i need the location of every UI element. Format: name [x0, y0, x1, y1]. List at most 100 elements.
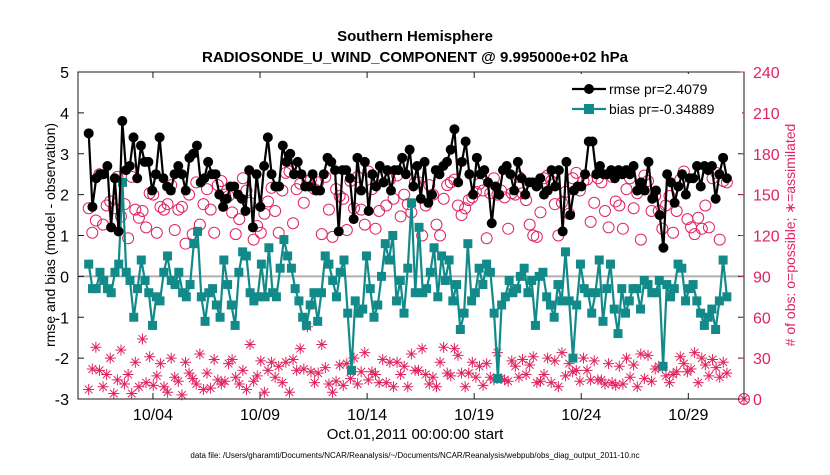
rmse-point	[710, 193, 721, 204]
assimilated-obs-point	[520, 368, 532, 380]
bias-point	[271, 292, 281, 302]
rmse-point	[662, 169, 673, 180]
assimilated-obs-point	[420, 368, 432, 380]
rmse-point	[400, 169, 411, 180]
assimilated-obs-point	[699, 359, 711, 371]
rmse-point	[285, 148, 296, 159]
rmse-point	[154, 132, 165, 143]
bias-point	[185, 280, 195, 290]
bias-point	[148, 320, 158, 330]
rmse-point	[393, 165, 404, 176]
assimilated-obs-point	[484, 371, 496, 383]
bias-point	[226, 300, 236, 310]
bias-point	[583, 288, 593, 298]
rmse-point	[427, 189, 438, 200]
assimilated-obs-point	[448, 343, 460, 355]
rmse-point	[385, 185, 396, 196]
rmse-point	[218, 201, 229, 212]
possible-obs-point	[201, 183, 214, 196]
bias-point	[651, 288, 661, 298]
legend-box	[568, 74, 742, 120]
assimilated-obs-point	[649, 363, 661, 375]
bias-point	[437, 251, 447, 261]
possible-obs-point	[634, 233, 647, 246]
assimilated-obs-point	[714, 371, 726, 383]
bias-point	[564, 296, 574, 306]
bias-point	[395, 275, 405, 285]
possible-obs-point	[154, 200, 167, 213]
rmse-point	[307, 169, 318, 180]
rmse-point	[281, 156, 292, 167]
rmse-point	[490, 181, 501, 192]
assimilated-obs-point	[667, 368, 679, 380]
rmse-point	[650, 185, 661, 196]
possible-obs-point	[269, 204, 282, 217]
rmse-point	[531, 181, 542, 192]
assimilated-obs-point	[456, 367, 468, 379]
bias-point	[463, 239, 473, 249]
bias-point	[234, 267, 244, 277]
assimilated-obs-point	[717, 356, 729, 368]
y-left-tick-label: -1	[55, 310, 69, 327]
bias-point	[230, 320, 240, 330]
possible-obs-point	[713, 233, 726, 246]
y-left-tick-label: 3	[60, 147, 69, 164]
bias-point	[497, 300, 507, 310]
assimilated-obs-point	[373, 377, 385, 389]
bias-point	[658, 361, 668, 371]
rmse-point	[259, 161, 270, 172]
assimilated-obs-point	[319, 362, 331, 374]
bias-point	[290, 284, 300, 294]
bias-point	[677, 263, 687, 273]
possible-obs-point	[287, 217, 300, 230]
bias-point	[136, 255, 146, 265]
rmse-point	[628, 161, 639, 172]
rmse-point	[658, 242, 669, 253]
rmse-point	[594, 161, 605, 172]
assimilated-obs-point	[502, 375, 514, 387]
rmse-point	[318, 169, 329, 180]
assimilated-obs-point	[402, 381, 414, 393]
bias-point	[91, 284, 101, 294]
assimilated-obs-point	[570, 364, 582, 376]
rmse-point	[359, 156, 370, 167]
assimilated-obs-point	[370, 368, 382, 380]
possible-obs-point	[247, 233, 260, 246]
assimilated-obs-point	[244, 339, 256, 350]
assimilated-obs-point	[470, 371, 482, 383]
possible-obs-point	[229, 228, 242, 241]
rmse-point	[550, 181, 561, 192]
assimilated-obs-point	[642, 349, 654, 361]
bias-point	[422, 284, 432, 294]
bias-point	[512, 284, 522, 294]
bias-point	[688, 280, 698, 290]
assimilated-obs-point	[269, 371, 281, 383]
assimilated-obs-point	[377, 353, 389, 365]
rmse-point	[117, 116, 128, 127]
bias-point	[241, 251, 251, 261]
possible-obs-point	[613, 199, 626, 212]
rmse-point	[150, 169, 161, 180]
possible-obs-point	[702, 221, 715, 234]
possible-obs-point	[140, 221, 153, 234]
rmse-point	[326, 156, 337, 167]
possible-obs-point	[534, 206, 547, 219]
rmse-point	[419, 156, 430, 167]
bias-point	[553, 280, 563, 290]
possible-obs-point	[620, 183, 633, 196]
assimilated-obs-point	[352, 378, 364, 390]
bias-point	[193, 226, 203, 236]
bias-point	[365, 284, 375, 294]
assimilated-obs-point	[287, 353, 299, 365]
assimilated-obs-point	[93, 364, 105, 376]
bias-point	[545, 300, 555, 310]
assimilated-obs-point	[395, 368, 407, 380]
bias-point	[609, 304, 619, 314]
bias-point	[696, 308, 706, 318]
rmse-point	[203, 156, 214, 167]
bias-point	[662, 280, 672, 290]
bias-point	[681, 296, 691, 306]
bias-point	[373, 300, 383, 310]
assimilated-obs-point	[248, 375, 260, 387]
rmse-point	[688, 173, 699, 184]
